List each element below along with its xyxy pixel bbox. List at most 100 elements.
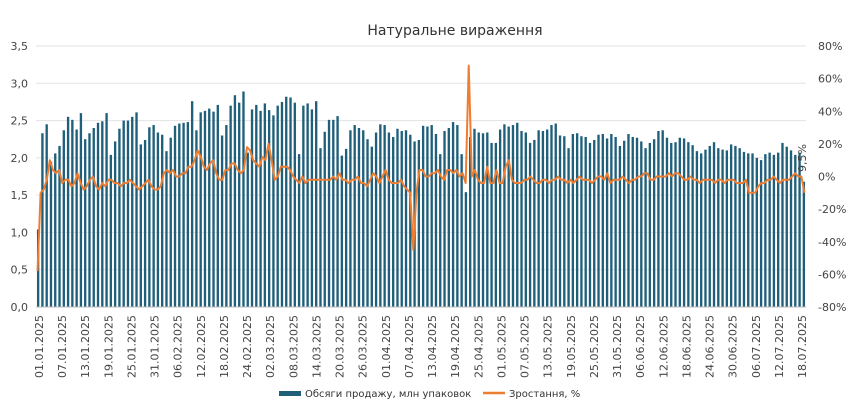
bar bbox=[777, 152, 780, 307]
x-tick-label: 25.05.2025 bbox=[588, 315, 601, 378]
bar bbox=[563, 136, 566, 307]
growth-line bbox=[36, 64, 806, 272]
bar bbox=[259, 110, 262, 307]
bar bbox=[516, 122, 519, 307]
bar bbox=[631, 136, 634, 307]
bar bbox=[79, 113, 83, 307]
bar bbox=[571, 133, 575, 307]
bar bbox=[84, 139, 87, 307]
y-left-tick-label: 3,5 bbox=[11, 40, 29, 53]
x-tick-label: 07.05.2025 bbox=[519, 315, 532, 378]
y-left-tick-label: 1,0 bbox=[11, 226, 29, 239]
x-tick-label: 13.01.2025 bbox=[79, 315, 92, 378]
y-right-tick-label: 40% bbox=[818, 105, 842, 118]
bar bbox=[451, 122, 455, 307]
bar bbox=[426, 126, 429, 307]
y-left-tick-label: 3,0 bbox=[11, 77, 29, 90]
bar bbox=[704, 149, 707, 307]
bar bbox=[242, 91, 245, 308]
x-tick-label: 12.06.2025 bbox=[657, 315, 670, 378]
bar bbox=[75, 129, 78, 307]
bar bbox=[443, 131, 446, 307]
bar bbox=[691, 145, 694, 307]
x-tick-label: 06.07.2025 bbox=[750, 315, 763, 378]
bar bbox=[105, 113, 108, 307]
bar bbox=[71, 119, 74, 307]
x-tick-label: 06.02.2025 bbox=[172, 315, 185, 378]
x-tick-label: 06.06.2025 bbox=[634, 315, 647, 378]
bar bbox=[623, 140, 626, 307]
bar bbox=[605, 138, 609, 307]
bar bbox=[456, 125, 459, 307]
bar bbox=[670, 142, 673, 307]
bar bbox=[297, 154, 301, 307]
bar bbox=[742, 151, 746, 307]
bar bbox=[229, 105, 232, 307]
bar bbox=[661, 130, 664, 307]
y-axis-left: 0,0 0,5 1,0 1,5 2,0 2,5 3,0 3,5 bbox=[11, 40, 29, 314]
bar bbox=[554, 123, 557, 307]
bar bbox=[469, 136, 472, 307]
bar bbox=[122, 120, 125, 307]
bar bbox=[648, 142, 652, 307]
bar bbox=[729, 144, 733, 307]
bar bbox=[700, 153, 703, 307]
bar bbox=[486, 132, 489, 307]
bar bbox=[293, 102, 296, 307]
x-tick-label: 24.06.2025 bbox=[704, 315, 717, 378]
legend-label-bars: Обсяги продажу, млн упаковок bbox=[305, 389, 471, 400]
bar bbox=[54, 153, 57, 307]
bar bbox=[101, 121, 104, 307]
bar bbox=[285, 96, 288, 308]
bar bbox=[319, 148, 322, 307]
bar bbox=[460, 154, 463, 307]
bar bbox=[580, 136, 583, 307]
bar bbox=[203, 110, 207, 307]
bar bbox=[156, 132, 160, 307]
bar bbox=[464, 192, 468, 307]
bar bbox=[588, 142, 592, 307]
bar bbox=[550, 125, 553, 307]
bar bbox=[173, 125, 177, 307]
bar bbox=[66, 116, 70, 307]
x-tick-label: 13.05.2025 bbox=[542, 315, 555, 378]
x-tick-label: 24.02.2025 bbox=[241, 315, 254, 378]
bar bbox=[640, 141, 643, 307]
bar bbox=[383, 125, 386, 307]
y-right-tick-label: -40% bbox=[818, 236, 846, 249]
y-right-tick-label: 20% bbox=[818, 138, 842, 151]
bar bbox=[238, 102, 241, 307]
y-right-tick-label: -60% bbox=[818, 268, 846, 281]
y-left-tick-label: 0,0 bbox=[11, 301, 29, 314]
bar bbox=[725, 150, 729, 307]
bar bbox=[336, 116, 339, 307]
bar bbox=[593, 139, 596, 307]
bar bbox=[421, 125, 425, 307]
bar bbox=[306, 103, 309, 307]
bar bbox=[45, 124, 48, 307]
gridlines bbox=[36, 45, 806, 308]
y-left-tick-label: 1,5 bbox=[11, 189, 29, 202]
bar bbox=[734, 145, 737, 307]
bar bbox=[267, 110, 271, 307]
x-tick-label: 07.01.2025 bbox=[56, 315, 69, 378]
y-right-tick-label: 80% bbox=[818, 40, 842, 53]
bar bbox=[494, 142, 498, 307]
x-tick-label: 19.04.2025 bbox=[449, 315, 462, 378]
bar bbox=[96, 122, 100, 307]
bar bbox=[332, 119, 335, 307]
bar bbox=[255, 104, 258, 307]
bar bbox=[524, 132, 527, 307]
bar bbox=[657, 131, 660, 307]
bar bbox=[558, 135, 562, 307]
bar bbox=[344, 148, 348, 307]
bar bbox=[190, 101, 194, 308]
bar bbox=[92, 128, 95, 307]
bar bbox=[126, 120, 130, 307]
bar bbox=[353, 125, 356, 307]
bar bbox=[139, 144, 142, 307]
bar bbox=[404, 130, 408, 307]
bar bbox=[652, 139, 656, 307]
bar bbox=[349, 130, 352, 307]
